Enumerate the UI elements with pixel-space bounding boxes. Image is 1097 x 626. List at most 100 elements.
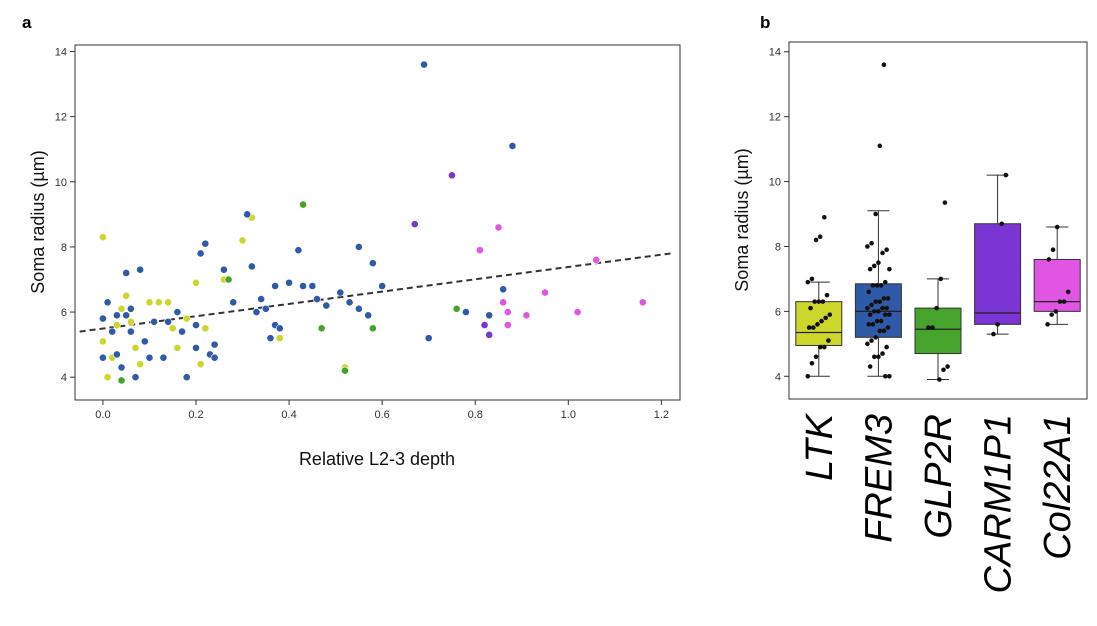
- jitter-point-frem3: [881, 328, 887, 334]
- data-point-frem3: [126, 327, 135, 336]
- jitter-point-glp2r: [941, 367, 946, 373]
- jitter-point-frem3: [880, 250, 885, 256]
- data-point-col22a1: [638, 298, 647, 307]
- jitter-point-frem3: [882, 373, 888, 379]
- data-point-carm1p1: [480, 321, 489, 329]
- jitter-point-frem3: [870, 322, 876, 327]
- jitter-point-ltk: [817, 234, 823, 240]
- data-point-carm1p1: [448, 171, 456, 180]
- jitter-point-frem3: [871, 354, 877, 360]
- jitter-point-ltk: [824, 292, 830, 298]
- data-point-ltk: [192, 278, 200, 287]
- jitter-point-ltk: [823, 315, 828, 321]
- jitter-point-frem3: [873, 335, 878, 340]
- jitter-point-ltk: [805, 279, 811, 285]
- y-tick-label: 8: [61, 242, 67, 254]
- box-carm1p1: [974, 223, 1022, 325]
- jitter-point-frem3: [882, 279, 888, 285]
- jitter-point-col22a1: [1046, 257, 1052, 262]
- scatter-y-ticks: 4 6 8 10 12 14: [55, 47, 75, 384]
- data-point-ltk: [103, 373, 112, 382]
- jitter-point-frem3: [885, 325, 891, 330]
- jitter-point-col22a1: [1049, 312, 1054, 317]
- data-point-frem3: [159, 353, 168, 362]
- data-point-frem3: [173, 308, 182, 316]
- data-point-carm1p1: [410, 220, 419, 229]
- jitter-point-frem3: [884, 247, 889, 253]
- data-point-frem3: [192, 343, 200, 352]
- data-point-frem3: [103, 298, 112, 307]
- jitter-point-ltk: [813, 237, 819, 243]
- data-point-frem3: [420, 60, 428, 69]
- data-point-frem3: [196, 249, 205, 258]
- data-point-col22a1: [573, 308, 582, 316]
- data-point-frem3: [308, 282, 317, 290]
- data-point-carm1p1: [485, 330, 494, 339]
- category-label-carm1p1: CARM1P1: [978, 414, 1020, 594]
- data-point-ltk: [196, 360, 205, 369]
- panel-label-b: b: [760, 13, 770, 32]
- jitter-point-col22a1: [1053, 309, 1059, 314]
- data-point-ltk: [99, 337, 107, 346]
- boxplot-boxes: [795, 62, 1081, 382]
- data-point-frem3: [261, 304, 270, 313]
- data-point-ltk: [99, 233, 107, 242]
- data-point-glp2r: [117, 376, 126, 385]
- jitter-point-frem3: [865, 341, 870, 347]
- x-tick-label: 1.2: [654, 409, 669, 421]
- jitter-point-frem3: [878, 318, 884, 324]
- data-point-frem3: [210, 340, 219, 349]
- data-point-frem3: [112, 350, 121, 359]
- x-tick-label: 0.4: [281, 409, 296, 421]
- data-point-frem3: [508, 142, 517, 150]
- data-point-ltk: [117, 304, 126, 313]
- y-tick-label: 8: [775, 241, 781, 253]
- data-point-frem3: [345, 298, 354, 307]
- data-point-frem3: [229, 298, 238, 307]
- data-point-ltk: [122, 291, 131, 300]
- data-point-ltk: [182, 314, 191, 323]
- jitter-point-frem3: [865, 305, 870, 311]
- category-label-glp2r: GLP2R: [918, 414, 960, 539]
- jitter-point-frem3: [882, 312, 888, 317]
- data-point-frem3: [117, 363, 126, 372]
- data-point-frem3: [368, 259, 377, 268]
- category-label-frem3: FREM3: [858, 414, 900, 543]
- jitter-point-frem3: [887, 266, 892, 272]
- jitter-point-carm1p1: [991, 331, 996, 337]
- data-point-frem3: [485, 311, 494, 320]
- data-point-glp2r: [299, 200, 307, 209]
- x-tick-label: 1.0: [561, 409, 576, 421]
- data-point-ltk: [238, 236, 247, 245]
- jitter-point-ltk: [819, 318, 824, 324]
- jitter-point-frem3: [876, 260, 881, 265]
- data-point-ltk: [168, 324, 177, 333]
- jitter-point-frem3: [876, 309, 881, 314]
- jitter-point-ltk: [811, 325, 816, 330]
- jitter-point-frem3: [885, 296, 891, 301]
- box-glp2r: [914, 307, 962, 355]
- jitter-point-frem3: [880, 351, 885, 356]
- data-point-frem3: [243, 210, 252, 219]
- data-point-frem3: [182, 373, 191, 382]
- jitter-point-frem3: [873, 211, 878, 217]
- jitter-point-frem3: [878, 283, 884, 288]
- jitter-point-carm1p1: [995, 322, 1000, 327]
- data-point-frem3: [150, 317, 159, 326]
- data-point-ltk: [164, 298, 172, 307]
- y-tick-label: 14: [55, 47, 67, 59]
- data-point-frem3: [220, 265, 228, 274]
- jitter-point-frem3: [869, 302, 874, 308]
- y-tick-label: 4: [61, 372, 67, 384]
- data-point-frem3: [354, 243, 363, 251]
- jitter-point-frem3: [869, 240, 874, 246]
- scatter-points: [99, 60, 647, 385]
- data-point-frem3: [192, 321, 200, 329]
- jitter-point-frem3: [873, 299, 878, 304]
- jitter-point-col22a1: [1054, 224, 1060, 230]
- data-point-frem3: [354, 304, 363, 313]
- jitter-point-frem3: [877, 328, 883, 334]
- jitter-point-ltk: [809, 361, 815, 366]
- jitter-point-ltk: [805, 373, 811, 379]
